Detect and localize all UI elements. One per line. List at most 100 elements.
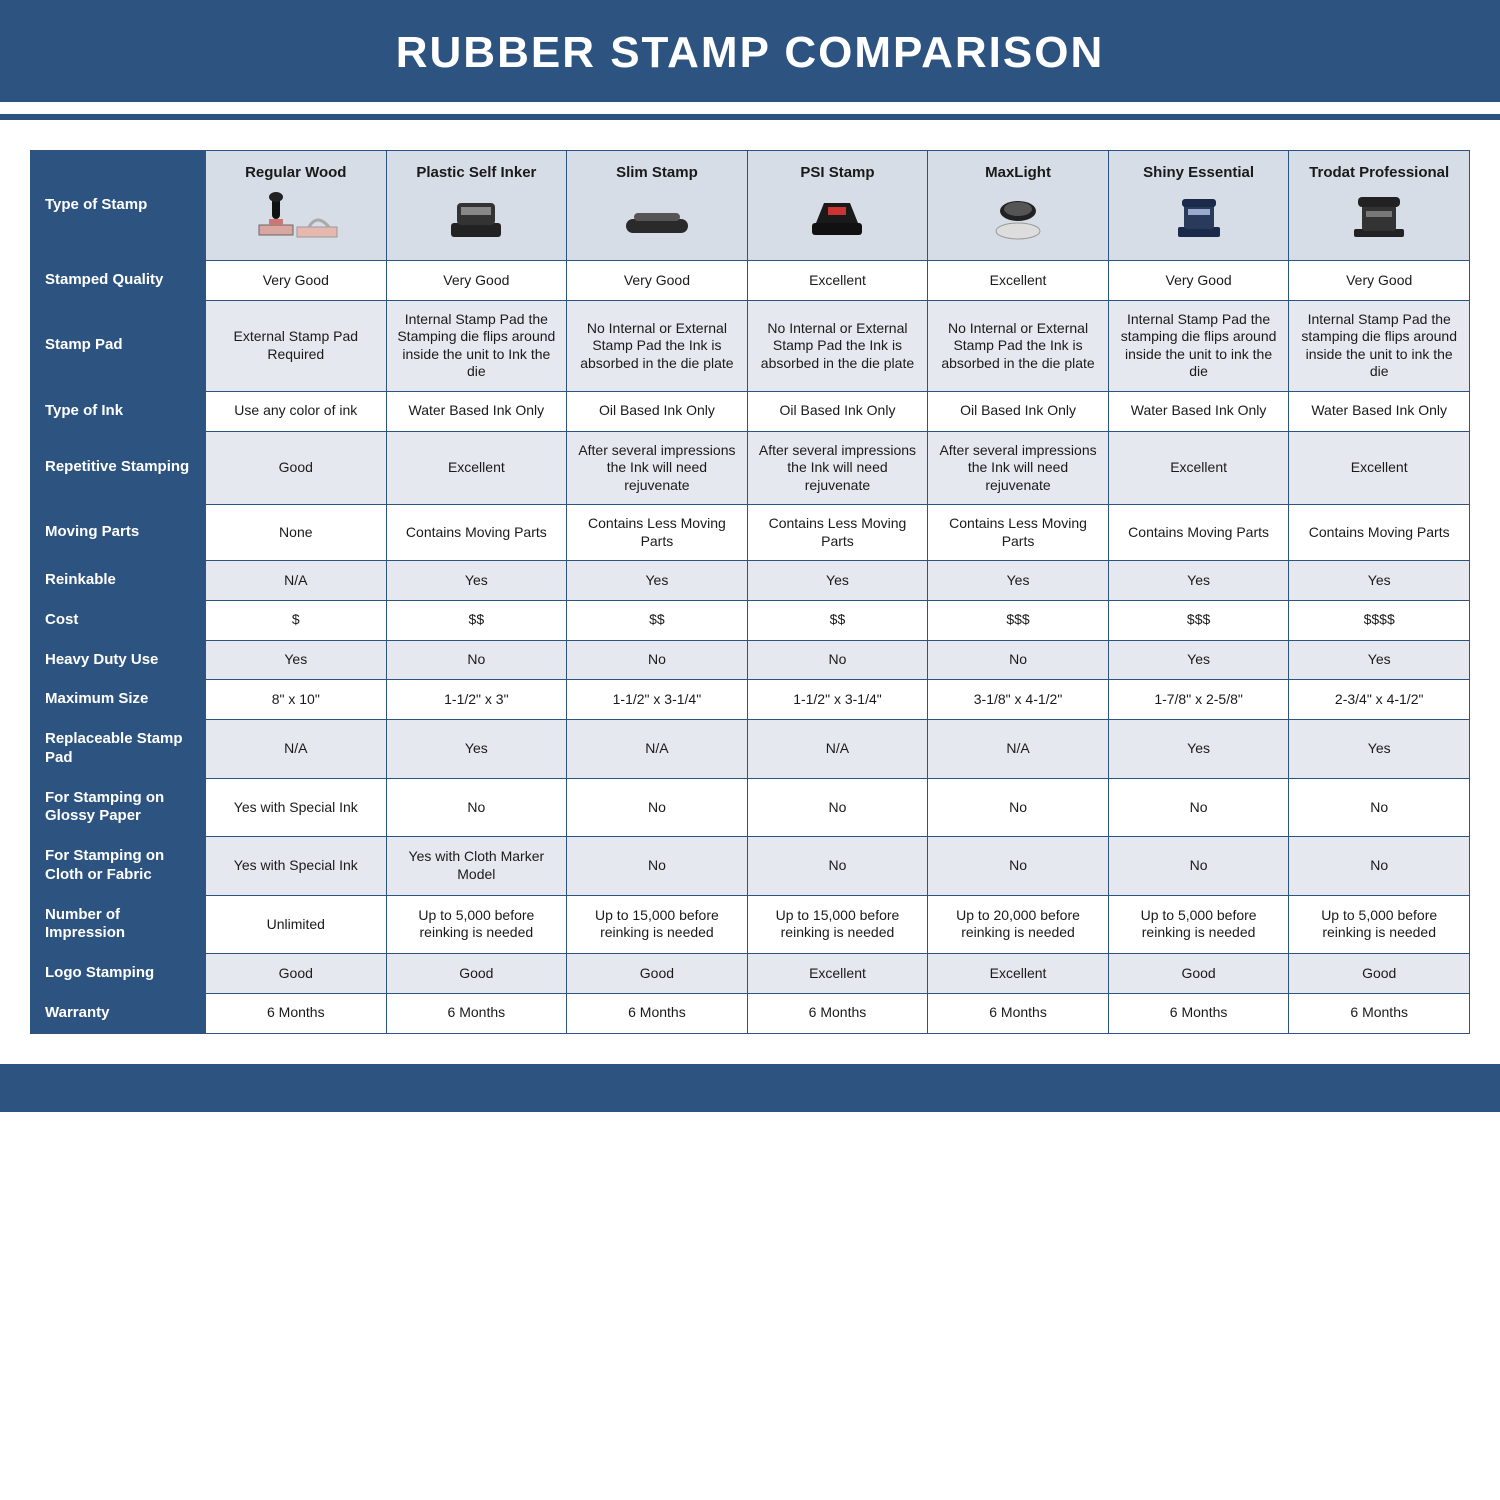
row-header: Cost [31,600,206,640]
table-cell: Yes [567,561,748,601]
col-header: Trodat Professional [1289,151,1470,261]
table-cell: Contains Less Moving Parts [567,505,748,561]
row-header: For Stamping on Glossy Paper [31,778,206,837]
row-header: Number of Impression [31,895,206,954]
table-cell: $$ [567,600,748,640]
col-header: Shiny Essential [1108,151,1289,261]
table-cell: Yes [747,561,928,601]
row-header: For Stamping on Cloth or Fabric [31,837,206,896]
comparison-table-wrap: Type of Stamp Regular Wood Plastic Self … [0,120,1500,1034]
row-header: Maximum Size [31,680,206,720]
table-row: Maximum Size8" x 10"1-1/2" x 3"1-1/2" x … [31,680,1470,720]
table-body: Stamped QualityVery GoodVery GoodVery Go… [31,261,1470,1034]
table-cell: No [567,837,748,896]
table-cell: 3-1/8" x 4-1/2" [928,680,1109,720]
table-cell: N/A [747,720,928,779]
table-cell: Contains Less Moving Parts [747,505,928,561]
table-cell: Very Good [386,261,567,301]
table-cell: Good [1289,954,1470,994]
table-cell: Yes [206,640,387,680]
table-cell: Up to 5,000 before reinking is needed [386,895,567,954]
footer-bar [0,1064,1500,1112]
slim-stamp-icon [612,189,702,241]
table-cell: No [928,837,1109,896]
table-row: For Stamping on Cloth or FabricYes with … [31,837,1470,896]
col-label: Regular Wood [212,164,380,183]
table-cell: Yes [1108,640,1289,680]
table-cell: Oil Based Ink Only [567,391,748,431]
table-row: Stamp PadExternal Stamp Pad RequiredInte… [31,300,1470,391]
table-cell: No Internal or External Stamp Pad the In… [747,300,928,391]
table-cell: Good [567,954,748,994]
row-header: Logo Stamping [31,954,206,994]
wood-stamp-icon [251,189,341,241]
table-cell: Yes [1289,720,1470,779]
table-cell: Oil Based Ink Only [928,391,1109,431]
table-cell: Very Good [1289,261,1470,301]
row-header: Replaceable Stamp Pad [31,720,206,779]
table-row: Repetitive StampingGoodExcellentAfter se… [31,431,1470,505]
col-label: Plastic Self Inker [393,164,561,183]
row-header: Heavy Duty Use [31,640,206,680]
table-cell: After several impressions the Ink will n… [747,431,928,505]
table-cell: External Stamp Pad Required [206,300,387,391]
table-cell: Yes [386,561,567,601]
table-cell: Contains Less Moving Parts [928,505,1109,561]
table-cell: No [928,778,1109,837]
table-cell: 6 Months [747,993,928,1033]
table-cell: Yes with Special Ink [206,778,387,837]
table-cell: Internal Stamp Pad the stamping die flip… [1289,300,1470,391]
table-cell: Use any color of ink [206,391,387,431]
table-cell: Contains Moving Parts [1108,505,1289,561]
table-cell: 6 Months [567,993,748,1033]
table-cell: N/A [206,561,387,601]
table-cell: Yes [928,561,1109,601]
table-row: Logo StampingGoodGoodGoodExcellentExcell… [31,954,1470,994]
table-cell: 1-1/2" x 3" [386,680,567,720]
table-cell: 6 Months [928,993,1109,1033]
self-inker-icon [431,189,521,241]
table-cell: $$$$ [1289,600,1470,640]
table-cell: 6 Months [1108,993,1289,1033]
table-cell: Contains Moving Parts [386,505,567,561]
table-row: For Stamping on Glossy PaperYes with Spe… [31,778,1470,837]
table-cell: Yes [386,720,567,779]
table-cell: No [386,778,567,837]
table-cell: Yes with Special Ink [206,837,387,896]
table-cell: $ [206,600,387,640]
table-cell: Yes [1108,720,1289,779]
table-cell: No [567,778,748,837]
table-cell: Good [1108,954,1289,994]
table-row: Replaceable Stamp PadN/AYesN/AN/AN/AYesY… [31,720,1470,779]
col-header: MaxLight [928,151,1109,261]
table-cell: Up to 15,000 before reinking is needed [747,895,928,954]
page-title: RUBBER STAMP COMPARISON [0,28,1500,78]
corner-cell: Type of Stamp [31,151,206,261]
table-cell: N/A [928,720,1109,779]
col-label: PSI Stamp [754,164,922,183]
table-cell: Unlimited [206,895,387,954]
table-row: Heavy Duty UseYesNoNoNoNoYesYes [31,640,1470,680]
table-cell: Excellent [928,954,1109,994]
col-label: Trodat Professional [1295,164,1463,183]
table-cell: $$$ [928,600,1109,640]
table-cell: Yes [1289,561,1470,601]
table-cell: Very Good [1108,261,1289,301]
col-header: Regular Wood [206,151,387,261]
table-cell: After several impressions the Ink will n… [567,431,748,505]
table-cell: No [1289,837,1470,896]
col-header: PSI Stamp [747,151,928,261]
table-cell: 1-1/2" x 3-1/4" [567,680,748,720]
table-row: Type of InkUse any color of inkWater Bas… [31,391,1470,431]
table-cell: Internal Stamp Pad the Stamping die flip… [386,300,567,391]
table-cell: 6 Months [206,993,387,1033]
table-cell: No Internal or External Stamp Pad the In… [567,300,748,391]
table-cell: No [1289,778,1470,837]
table-cell: N/A [567,720,748,779]
table-cell: $$$ [1108,600,1289,640]
table-cell: None [206,505,387,561]
row-header: Stamped Quality [31,261,206,301]
table-cell: Water Based Ink Only [1289,391,1470,431]
trodat-professional-icon [1334,189,1424,241]
table-cell: Very Good [567,261,748,301]
